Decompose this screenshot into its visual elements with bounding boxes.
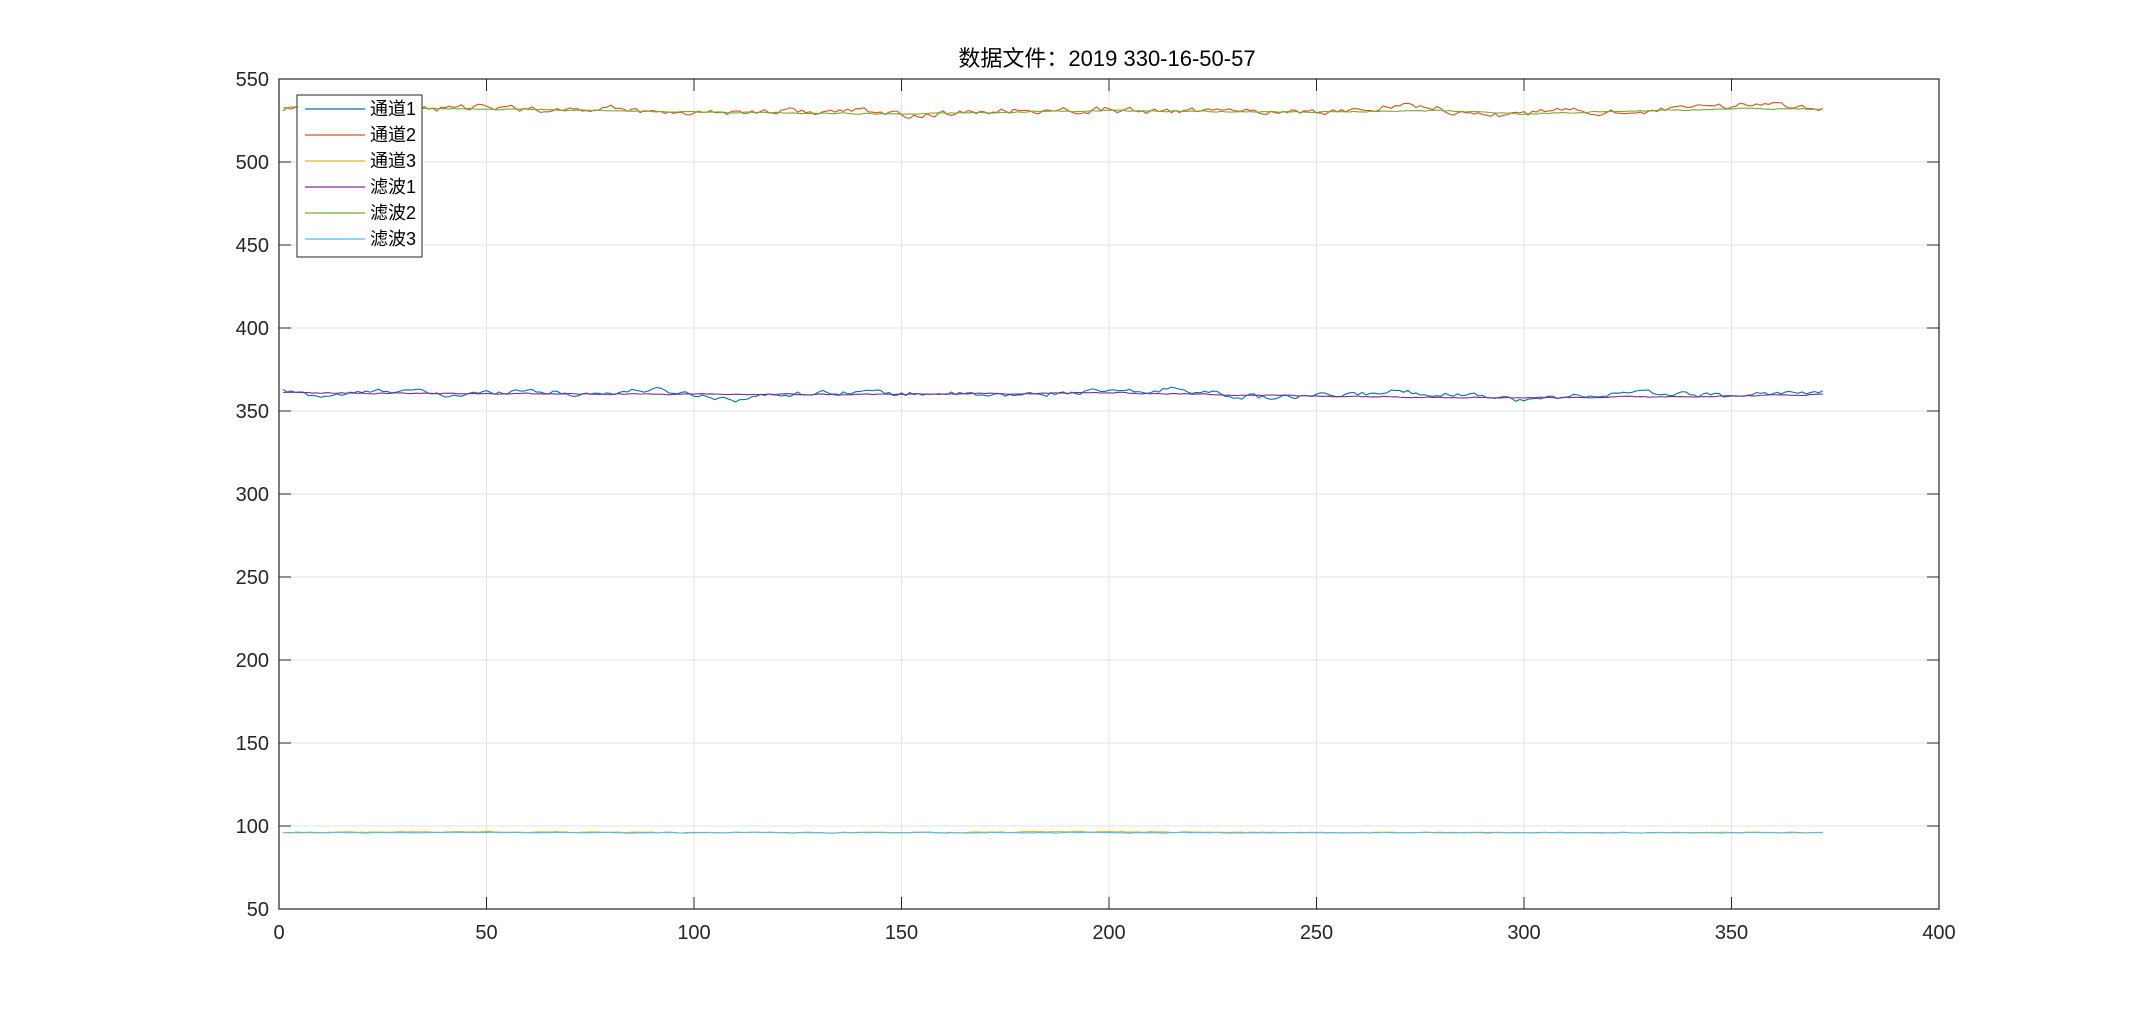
y-tick-label: 500 <box>236 152 269 174</box>
series-line-4 <box>283 391 1823 399</box>
grid-lines <box>279 79 1939 909</box>
x-tick-label: 200 <box>1092 922 1125 944</box>
y-tick-label: 300 <box>236 484 269 506</box>
y-tick-label: 550 <box>236 69 269 91</box>
series-line-5 <box>283 106 1823 115</box>
x-tick-label: 350 <box>1715 922 1748 944</box>
legend: 通道1 通道2 通道3 滤波1 滤波2 滤波3 <box>296 94 423 258</box>
x-tick-label: 250 <box>1300 922 1333 944</box>
y-tick-label: 50 <box>247 899 269 921</box>
legend-label-2: 通道2 <box>370 125 416 145</box>
x-tick-label: 50 <box>475 922 497 944</box>
y-tick-label: 200 <box>236 650 269 672</box>
y-tick-label: 100 <box>236 816 269 838</box>
legend-label-3: 通道3 <box>370 151 416 171</box>
chart-title: 数据文件：2019 330-16-50-57 <box>958 46 1255 71</box>
x-tick-label: 150 <box>885 922 918 944</box>
plot-series <box>282 102 1824 834</box>
y-tick-label: 150 <box>236 733 269 755</box>
legend-label-6: 滤波3 <box>370 229 416 249</box>
y-tick-label: 450 <box>236 235 269 257</box>
legend-label-4: 滤波1 <box>370 177 416 197</box>
x-tick-label: 0 <box>273 922 284 944</box>
x-tick-label: 400 <box>1922 922 1955 944</box>
series-line-6 <box>283 831 1823 834</box>
y-tick-label: 350 <box>236 401 269 423</box>
x-tick-label: 100 <box>677 922 710 944</box>
axes: 0 50 100 150 200 250 300 350 4005010015020025030… <box>236 69 1956 944</box>
y-tick-label: 400 <box>236 318 269 340</box>
series-line-2 <box>282 102 1824 119</box>
y-tick-label: 250 <box>236 567 269 589</box>
x-tick-label: 300 <box>1507 922 1540 944</box>
legend-label-1: 通道1 <box>370 99 416 119</box>
legend-box <box>296 94 423 258</box>
legend-label-5: 滤波2 <box>370 203 416 223</box>
series-line-1 <box>282 386 1824 403</box>
